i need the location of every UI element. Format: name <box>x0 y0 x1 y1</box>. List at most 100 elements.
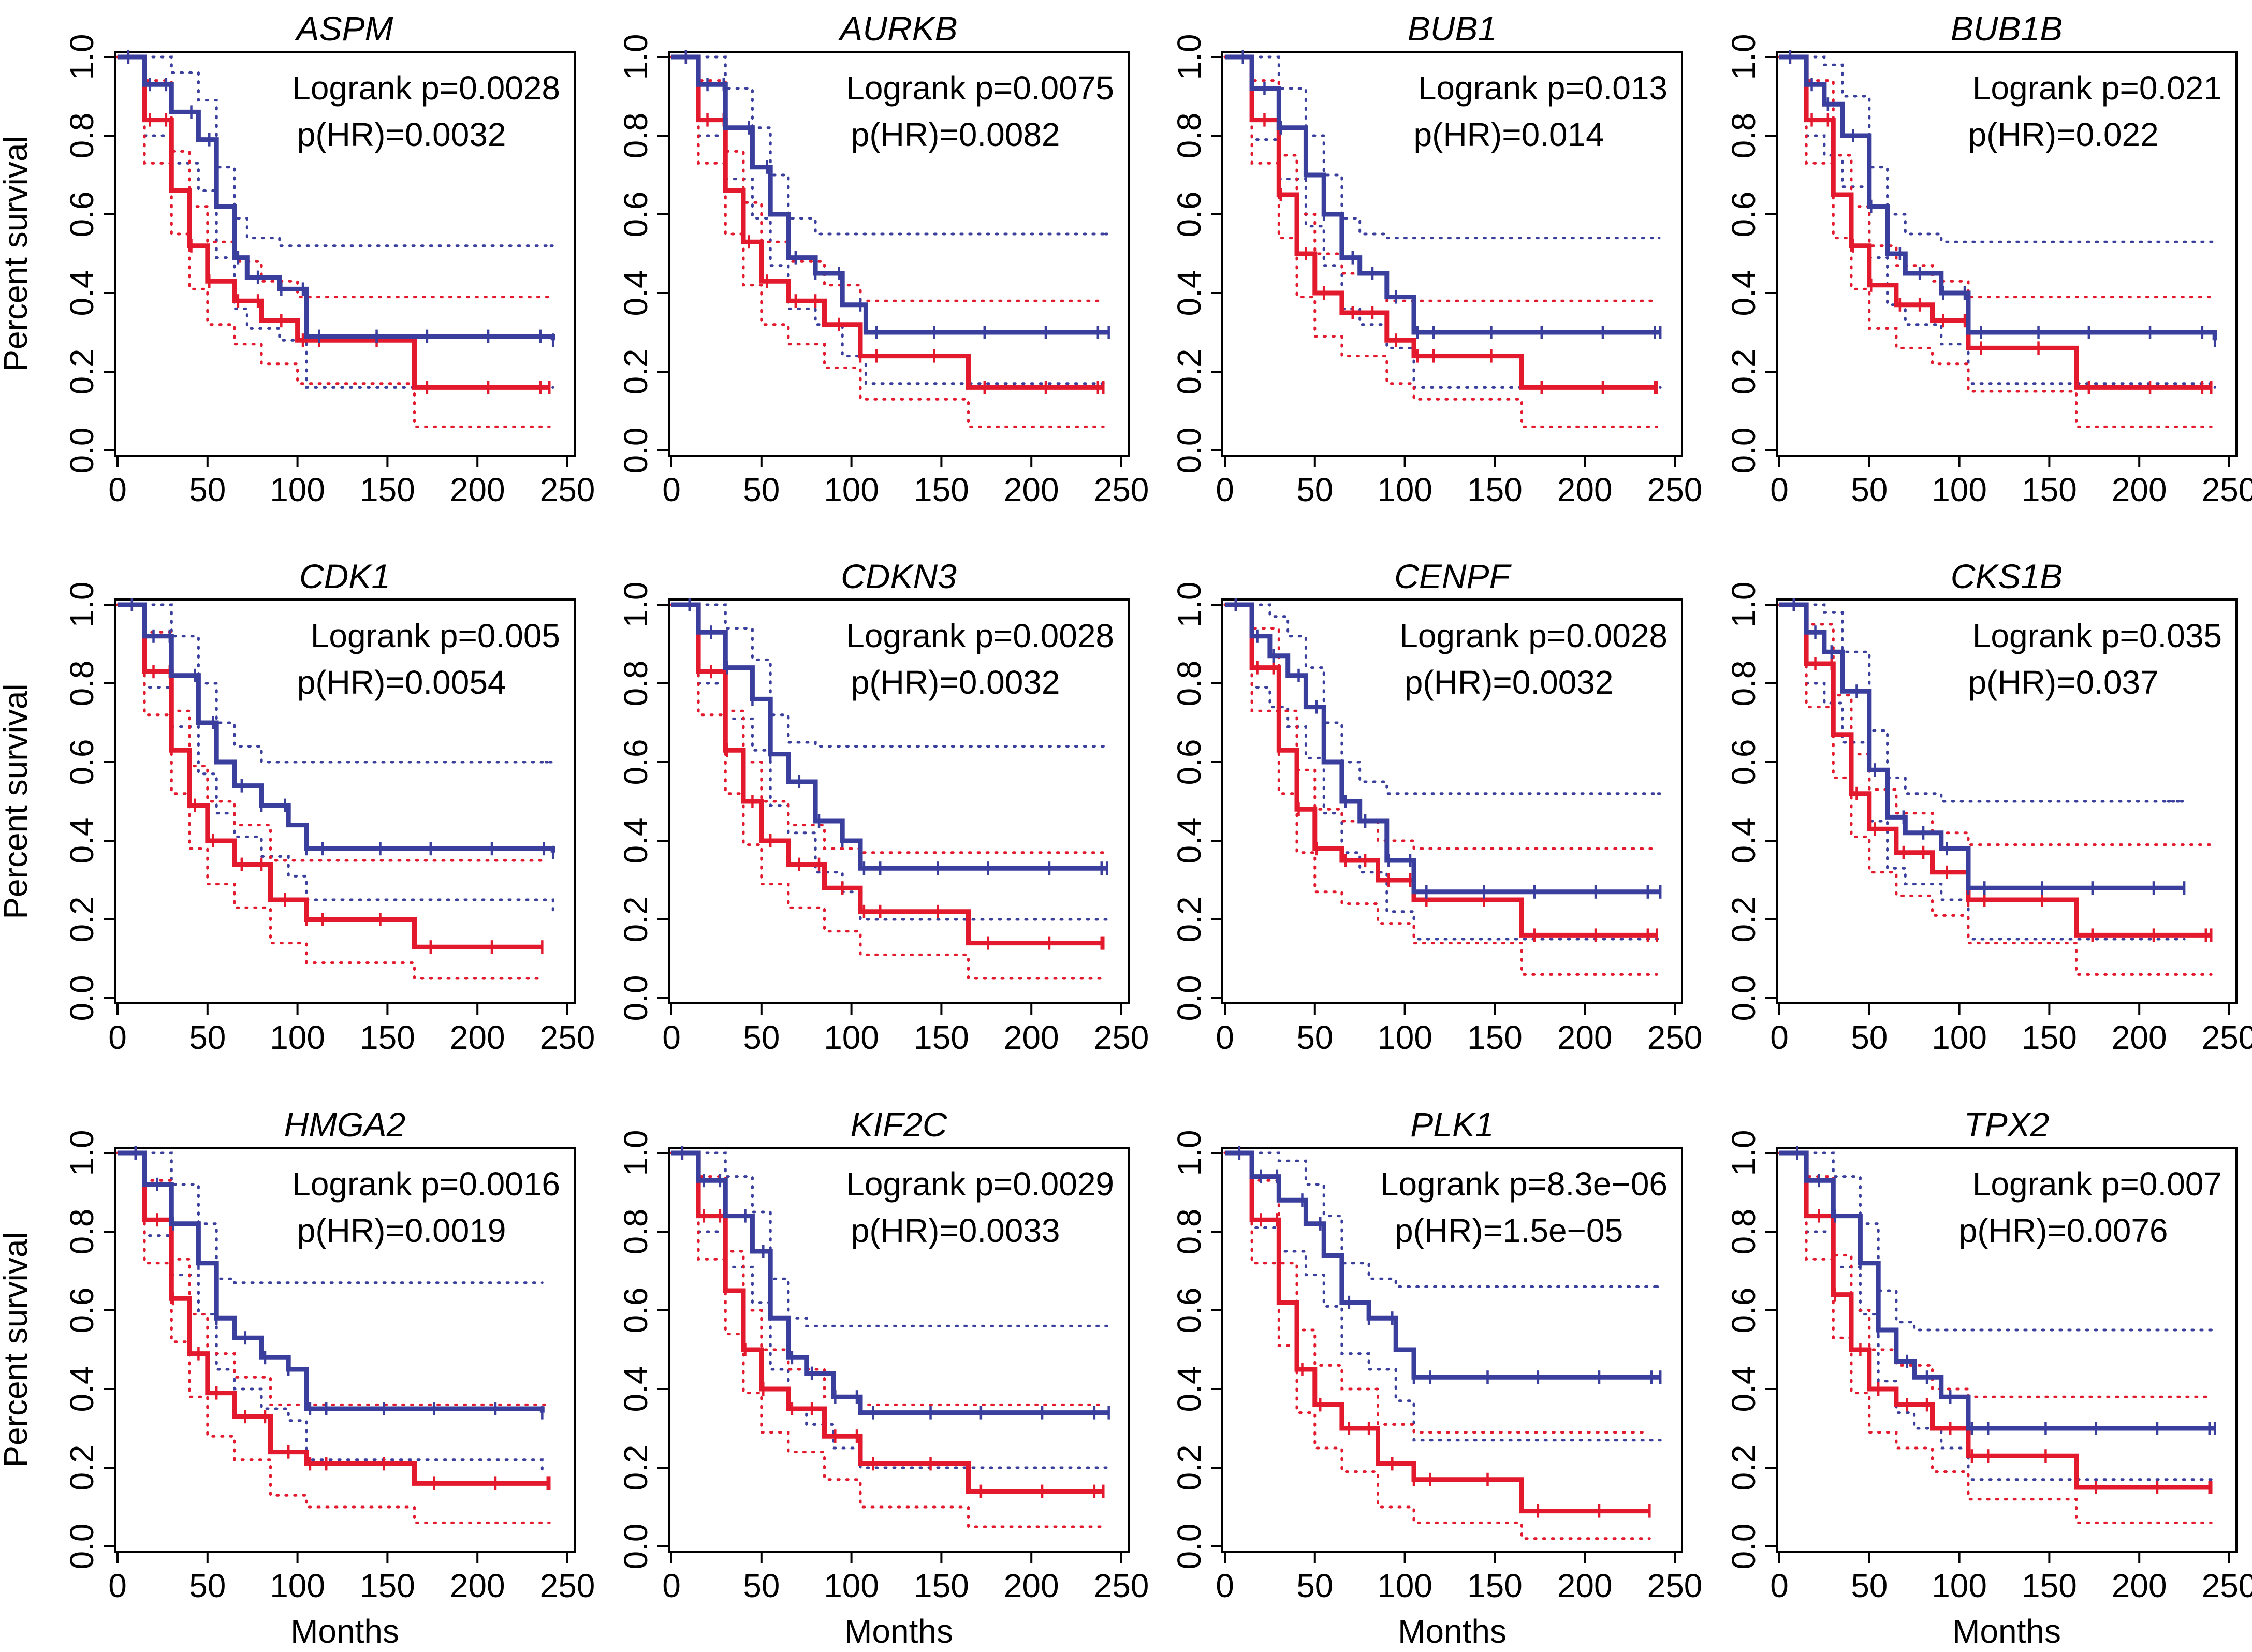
x-tick-label: 0 <box>1216 1019 1234 1056</box>
y-tick-label: 0.8 <box>617 1209 654 1255</box>
y-tick-label: 0.4 <box>617 1366 654 1412</box>
y-tick-label: 0.6 <box>1171 1288 1208 1334</box>
high-expression-lower-ci <box>670 603 1105 980</box>
low-expression-upper-ci <box>670 55 1109 236</box>
x-tick-label: 100 <box>1377 471 1432 508</box>
low-expression-survival-curve <box>1225 54 1661 335</box>
x-tick-label: 150 <box>360 471 415 508</box>
y-tick-label: 1.0 <box>63 582 100 628</box>
y-tick-label: 1.0 <box>617 1130 654 1176</box>
x-tick-label: 0 <box>108 471 127 508</box>
panel-title: CKS1B <box>1951 557 2063 595</box>
high-expression-survival-curve <box>118 602 543 949</box>
hazard-ratio-p-value: p(HR)=0.0054 <box>297 664 506 701</box>
x-tick-label: 50 <box>743 1567 780 1604</box>
x-tick-label: 0 <box>662 471 681 508</box>
high-expression-lower-ci <box>670 1151 1105 1528</box>
low-expression-survival-curve <box>118 54 555 341</box>
y-tick-label: 0.8 <box>1171 1209 1208 1255</box>
y-tick-label: 1.0 <box>1725 34 1762 80</box>
plot-frame <box>1776 51 2238 457</box>
x-tick-label: 200 <box>1004 1019 1059 1056</box>
hazard-ratio-p-value: p(HR)=0.0076 <box>1959 1212 2168 1249</box>
y-tick-label: 0.6 <box>63 192 100 238</box>
y-tick-label: 0.6 <box>617 1288 654 1334</box>
logrank-p-value: Logrank p=8.3e−06 <box>1380 1165 1668 1203</box>
x-tick-label: 200 <box>450 1019 505 1056</box>
x-tick-label: 50 <box>1296 1567 1333 1604</box>
y-axis-title: Percent survival <box>0 136 34 371</box>
logrank-p-value: Logrank p=0.021 <box>1972 69 2222 107</box>
logrank-p-value: Logrank p=0.035 <box>1972 617 2222 654</box>
y-tick-label: 0.0 <box>617 1524 654 1570</box>
y-tick-label: 0.8 <box>63 661 100 707</box>
x-tick-label: 250 <box>2202 1567 2252 1604</box>
high-expression-survival-curve <box>671 1150 1104 1494</box>
x-tick-label: 250 <box>540 1019 595 1056</box>
x-tick-label: 150 <box>914 1019 969 1056</box>
x-tick-label: 100 <box>270 1567 325 1604</box>
high-expression-lower-ci <box>1778 1151 2213 1524</box>
logrank-p-value: Logrank p=0.0016 <box>292 1165 560 1203</box>
high-expression-upper-ci <box>1223 1151 1651 1434</box>
high-expression-lower-ci <box>670 55 1105 428</box>
panel-aurkb: AURKB 0 50 100 150 200 250 0.0 0.2 0.4 0.6 0.8 1.0 Lo… <box>617 9 1149 508</box>
y-tick-label: 0.2 <box>617 897 654 943</box>
logrank-p-value: Logrank p=0.0029 <box>846 1165 1114 1203</box>
plot-frame <box>668 51 1130 457</box>
x-tick-label: 200 <box>450 471 505 508</box>
x-tick-label: 0 <box>1770 1019 1789 1056</box>
x-tick-label: 200 <box>1004 471 1059 508</box>
y-tick-label: 0.2 <box>1171 897 1208 943</box>
y-tick-label: 0.0 <box>617 428 654 474</box>
x-tick-label: 100 <box>824 1567 879 1604</box>
low-expression-upper-ci <box>1223 55 1661 240</box>
y-tick-label: 0.4 <box>63 818 100 864</box>
low-expression-survival-curve <box>118 602 555 853</box>
panel-title: BUB1B <box>1951 9 2063 48</box>
x-axis-title: Months <box>1952 1613 2061 1650</box>
low-expression-lower-ci <box>1223 55 1662 389</box>
panel-tpx2: TPX2 0 50 100 150 200 250 0.0 0.2 0.4 0.6 0.8 1.0 Mon… <box>1725 1105 2252 1650</box>
y-tick-label: 0.4 <box>1725 818 1762 864</box>
x-tick-label: 250 <box>1647 1567 1703 1604</box>
hazard-ratio-p-value: p(HR)=1.5e−05 <box>1395 1212 1623 1249</box>
x-tick-label: 50 <box>189 1567 226 1604</box>
y-tick-label: 0.8 <box>1725 1209 1762 1255</box>
high-expression-survival-curve <box>1225 54 1657 390</box>
y-tick-label: 0.8 <box>63 113 100 159</box>
y-tick-label: 0.4 <box>1725 270 1762 316</box>
y-tick-label: 0.2 <box>617 1445 654 1491</box>
low-expression-upper-ci <box>1223 1151 1661 1288</box>
y-tick-label: 0.6 <box>1725 739 1762 785</box>
logrank-p-value: Logrank p=0.0028 <box>292 69 560 107</box>
y-tick-label: 0.4 <box>63 270 100 316</box>
high-expression-lower-ci <box>1223 1151 1651 1540</box>
hazard-ratio-p-value: p(HR)=0.014 <box>1414 116 1604 153</box>
low-expression-survival-curve <box>1225 602 1661 895</box>
y-tick-label: 0.0 <box>1725 1524 1762 1570</box>
x-tick-label: 100 <box>1932 1019 1987 1056</box>
x-axis-title: Months <box>1398 1613 1507 1650</box>
low-expression-lower-ci <box>670 55 1110 385</box>
y-tick-label: 1.0 <box>1171 582 1208 628</box>
x-tick-label: 150 <box>360 1019 415 1056</box>
x-tick-label: 150 <box>1467 1019 1523 1056</box>
y-tick-label: 0.6 <box>1725 192 1762 238</box>
x-tick-label: 150 <box>2022 471 2077 508</box>
panel-title: PLK1 <box>1410 1105 1494 1144</box>
y-tick-label: 0.2 <box>63 349 100 395</box>
x-tick-label: 100 <box>824 1019 879 1056</box>
x-tick-label: 100 <box>1377 1019 1432 1056</box>
x-tick-label: 50 <box>1851 471 1888 508</box>
x-tick-label: 0 <box>662 1567 681 1604</box>
x-tick-label: 200 <box>2112 471 2167 508</box>
plot-frame <box>1221 51 1683 457</box>
y-tick-label: 0.0 <box>1171 428 1208 474</box>
logrank-p-value: Logrank p=0.0028 <box>846 617 1114 654</box>
low-expression-upper-ci <box>116 55 553 247</box>
x-tick-label: 0 <box>108 1567 127 1604</box>
high-expression-upper-ci <box>116 1151 551 1406</box>
y-tick-label: 1.0 <box>63 1130 100 1176</box>
